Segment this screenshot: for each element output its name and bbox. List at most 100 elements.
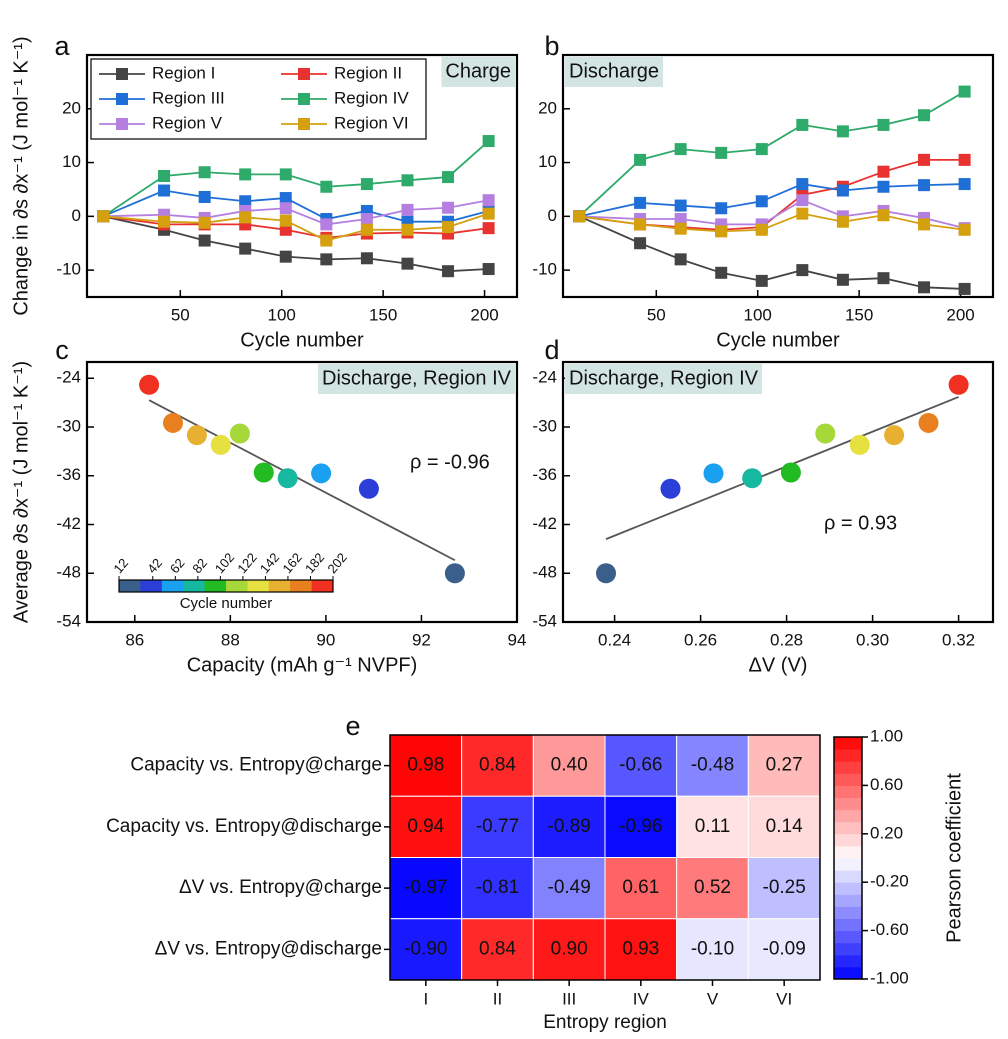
scatter-point bbox=[311, 463, 332, 484]
colorbar-tick-label: 202 bbox=[324, 550, 349, 576]
y-tick-label: 0 bbox=[72, 206, 81, 225]
colorbar-block bbox=[161, 580, 184, 592]
heatmap-cell bbox=[461, 918, 534, 981]
y-tick-label: 10 bbox=[62, 152, 81, 171]
y-tick-label: 20 bbox=[62, 98, 81, 117]
x-axis-label: Cycle number bbox=[240, 329, 364, 351]
scatter-point bbox=[849, 434, 870, 455]
x-tick-label: 0.32 bbox=[942, 630, 975, 649]
series-marker bbox=[482, 135, 495, 148]
series-line bbox=[102, 140, 490, 218]
series-marker bbox=[715, 225, 728, 238]
colorbar-tick-label: 82 bbox=[189, 555, 210, 576]
cell-label: -0.09 bbox=[763, 938, 806, 959]
x-tick-label: 86 bbox=[125, 630, 144, 649]
y-tick-label: -54 bbox=[56, 611, 81, 630]
y-tick-label: -48 bbox=[56, 563, 81, 582]
scatter-point bbox=[596, 563, 616, 584]
colorbar-block bbox=[268, 580, 291, 592]
scatter-point bbox=[780, 462, 801, 483]
series-marker bbox=[442, 171, 455, 184]
row-label: Capacity vs. Entropy@charge bbox=[130, 755, 382, 776]
panel-label: c bbox=[55, 335, 69, 365]
colorbar-tick-label: 102 bbox=[212, 550, 237, 576]
panel-label: d bbox=[544, 335, 559, 365]
y-tick-label: -24 bbox=[56, 368, 81, 387]
series-marker bbox=[796, 178, 809, 191]
series-line bbox=[103, 212, 489, 242]
x-tick-label: 150 bbox=[369, 305, 397, 324]
series-marker bbox=[360, 252, 373, 265]
colorbar-band bbox=[834, 870, 862, 883]
series-marker bbox=[877, 209, 890, 222]
series-marker bbox=[918, 109, 931, 122]
y-tick-label: 10 bbox=[538, 152, 557, 171]
heatmap-cell bbox=[747, 918, 821, 981]
series-marker bbox=[958, 85, 971, 98]
series-marker bbox=[755, 195, 768, 208]
cell-label: -0.97 bbox=[404, 877, 447, 898]
colorbar-band bbox=[834, 809, 862, 823]
x-tick-label: 0.28 bbox=[770, 630, 803, 649]
heatmap-cell bbox=[676, 857, 749, 920]
series-marker bbox=[239, 242, 252, 255]
scatter-point bbox=[742, 468, 763, 489]
series-marker bbox=[401, 203, 414, 216]
series-marker bbox=[279, 223, 292, 236]
cell-label: -0.81 bbox=[476, 877, 519, 898]
y-tick-label: -36 bbox=[56, 465, 81, 484]
column-label: II bbox=[493, 989, 502, 1008]
series-marker bbox=[158, 170, 171, 182]
cell-label: 0.98 bbox=[407, 755, 444, 776]
colorbar-band bbox=[834, 882, 862, 895]
panel-label: a bbox=[54, 31, 70, 61]
heatmap-cell bbox=[461, 795, 534, 858]
colorbar-band bbox=[834, 930, 862, 944]
scatter-point bbox=[277, 468, 298, 489]
heatmap-cell bbox=[532, 918, 606, 981]
colorbar-tick-label: -0.60 bbox=[870, 920, 909, 939]
cell-label: 0.14 bbox=[766, 816, 803, 837]
colorbar-band bbox=[834, 821, 862, 835]
colorbar-block bbox=[183, 580, 206, 592]
series-marker bbox=[401, 174, 414, 187]
heatmap-cell bbox=[389, 918, 463, 981]
y-tick-label: -48 bbox=[532, 563, 557, 582]
x-axis-label: Entropy region bbox=[543, 1012, 667, 1033]
y-tick-label: -10 bbox=[532, 260, 557, 279]
column-label: III bbox=[562, 989, 576, 1008]
x-tick-label: 92 bbox=[412, 630, 431, 649]
cell-label: -0.96 bbox=[619, 816, 662, 837]
cell-label: 0.27 bbox=[766, 755, 803, 776]
series-marker bbox=[360, 213, 373, 226]
series-marker bbox=[918, 179, 931, 192]
annotation-box bbox=[565, 364, 762, 394]
series-marker bbox=[958, 282, 971, 295]
cell-label: -0.89 bbox=[548, 816, 591, 837]
cell-label: -0.10 bbox=[691, 938, 734, 959]
series-marker bbox=[279, 192, 292, 205]
series-marker bbox=[279, 250, 292, 263]
x-axis-label: ΔV (V) bbox=[749, 654, 808, 676]
scatter-point bbox=[660, 478, 681, 499]
legend-label: Region I bbox=[152, 63, 215, 82]
plot-frame bbox=[561, 53, 995, 299]
colorbar-band bbox=[834, 906, 862, 919]
cell-label: 0.61 bbox=[622, 877, 659, 898]
series-marker bbox=[715, 202, 728, 215]
series-marker bbox=[877, 272, 890, 285]
y-axis-label: Average ∂s ∂x⁻¹ (J mol⁻¹ K⁻¹) bbox=[10, 361, 32, 623]
colorbar-tick-label: 1.00 bbox=[870, 726, 903, 745]
series-marker bbox=[836, 215, 849, 228]
series-marker bbox=[198, 190, 211, 203]
series-marker bbox=[634, 196, 647, 209]
series-marker bbox=[796, 207, 809, 220]
x-tick-label: 50 bbox=[647, 305, 666, 324]
heatmap-cell bbox=[532, 795, 606, 858]
colorbar-tick-label: 122 bbox=[234, 550, 259, 576]
heatmap-cell bbox=[532, 734, 606, 797]
cell-label: -0.66 bbox=[619, 755, 662, 776]
colorbar-tick-label: -1.00 bbox=[870, 968, 909, 987]
annotation-box bbox=[565, 57, 664, 87]
colorbar-band bbox=[834, 737, 862, 750]
